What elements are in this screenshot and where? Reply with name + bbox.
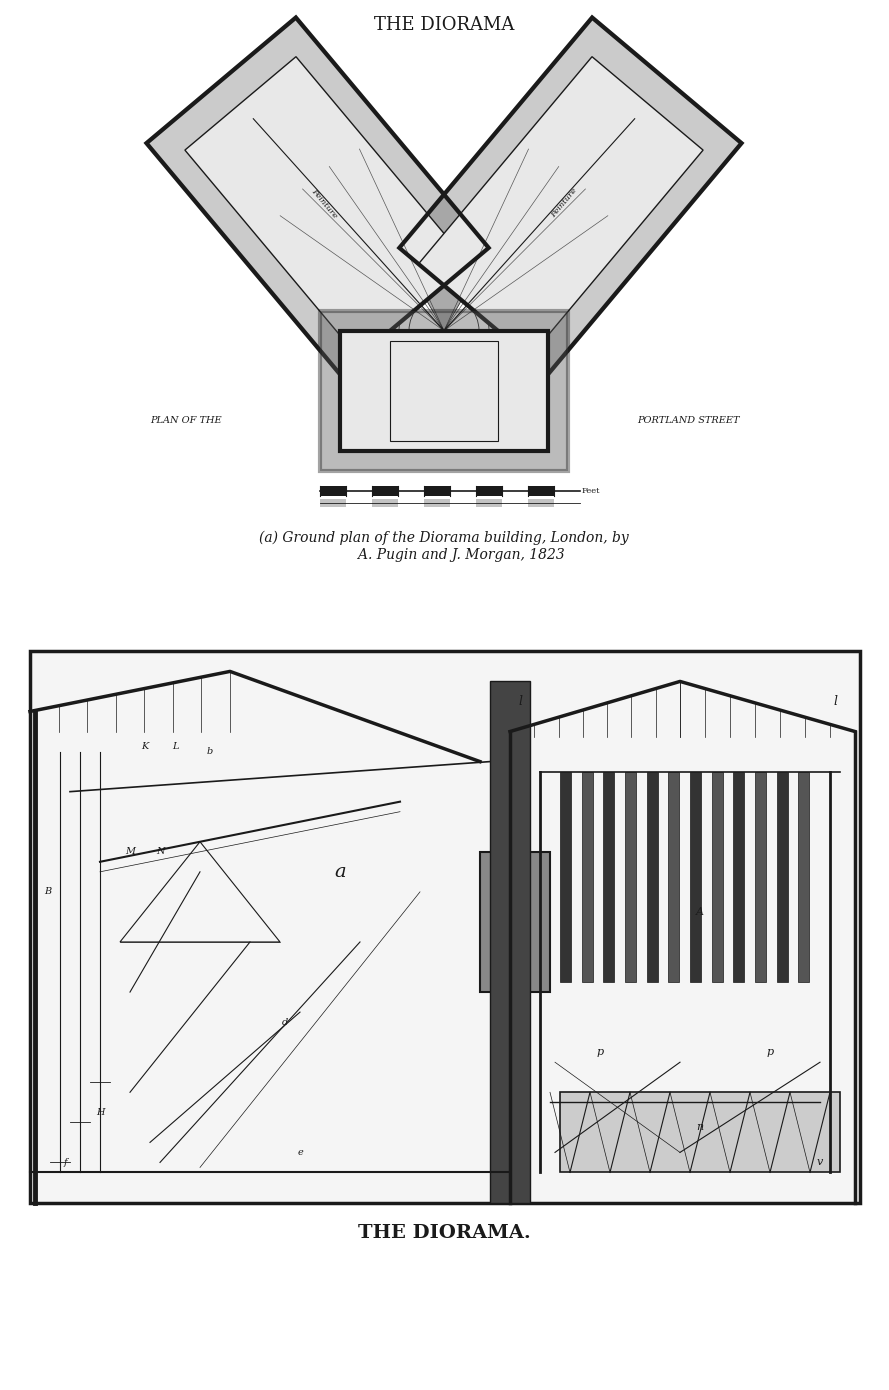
Bar [320,499,346,507]
Bar [604,771,614,983]
Bar [372,486,398,496]
Wedge shape [408,259,480,331]
Text: Feet: Feet [582,486,600,495]
Text: l: l [833,695,837,708]
Text: e: e [297,1148,303,1156]
Bar [733,771,744,983]
Text: B: B [44,887,52,897]
Bar [528,499,554,507]
Text: b: b [207,746,213,756]
Bar [320,486,346,496]
Text: p: p [597,1047,604,1058]
Bar [476,499,502,507]
Bar [390,341,498,441]
Bar [30,652,860,1202]
Text: alamy: alamy [36,1327,130,1355]
Bar [372,499,398,507]
Polygon shape [185,57,469,357]
Bar [560,771,571,983]
Text: L: L [172,742,179,751]
Text: www.alamy.com: www.alamy.com [732,1350,845,1362]
Bar [690,771,701,983]
Text: Image ID: PBY7PH: Image ID: PBY7PH [732,1320,845,1333]
Bar [712,771,723,983]
Polygon shape [399,18,741,374]
Text: K: K [141,742,148,751]
Bar [424,486,450,496]
Text: M: M [125,848,135,856]
Text: v: v [817,1158,823,1168]
Text: THE DIORAMA.: THE DIORAMA. [357,1223,531,1241]
Bar [476,486,502,496]
Bar [581,771,592,983]
Text: f: f [63,1158,67,1168]
Text: N: N [156,848,164,856]
Bar [798,771,809,983]
Bar [669,771,679,983]
Bar [340,331,548,450]
Bar [755,771,765,983]
Text: Peinture: Peinture [309,186,339,220]
Bar [320,310,568,471]
Text: THE DIORAMA: THE DIORAMA [373,17,514,33]
Text: a: a [334,863,346,881]
Text: PORTLAND STREET: PORTLAND STREET [637,417,740,425]
Text: H: H [96,1108,104,1116]
Bar [424,499,450,507]
Bar [560,1093,840,1172]
Bar [777,771,788,983]
Text: A: A [696,906,704,917]
Bar [646,771,658,983]
Text: l: l [518,695,522,708]
Bar [490,681,530,1202]
Text: Peinture: Peinture [549,186,579,220]
Polygon shape [419,57,703,357]
Text: d: d [282,1017,288,1027]
Text: n: n [696,1122,703,1133]
Bar [480,852,550,992]
Text: (a) Ground plan of the Diorama building, London, by
        A. Pugin and J. Morg: (a) Ground plan of the Diorama building,… [259,531,629,562]
Text: p: p [766,1047,773,1058]
Polygon shape [147,18,489,374]
Bar [528,486,554,496]
Bar [625,771,636,983]
Text: PLAN OF THE: PLAN OF THE [150,417,221,425]
